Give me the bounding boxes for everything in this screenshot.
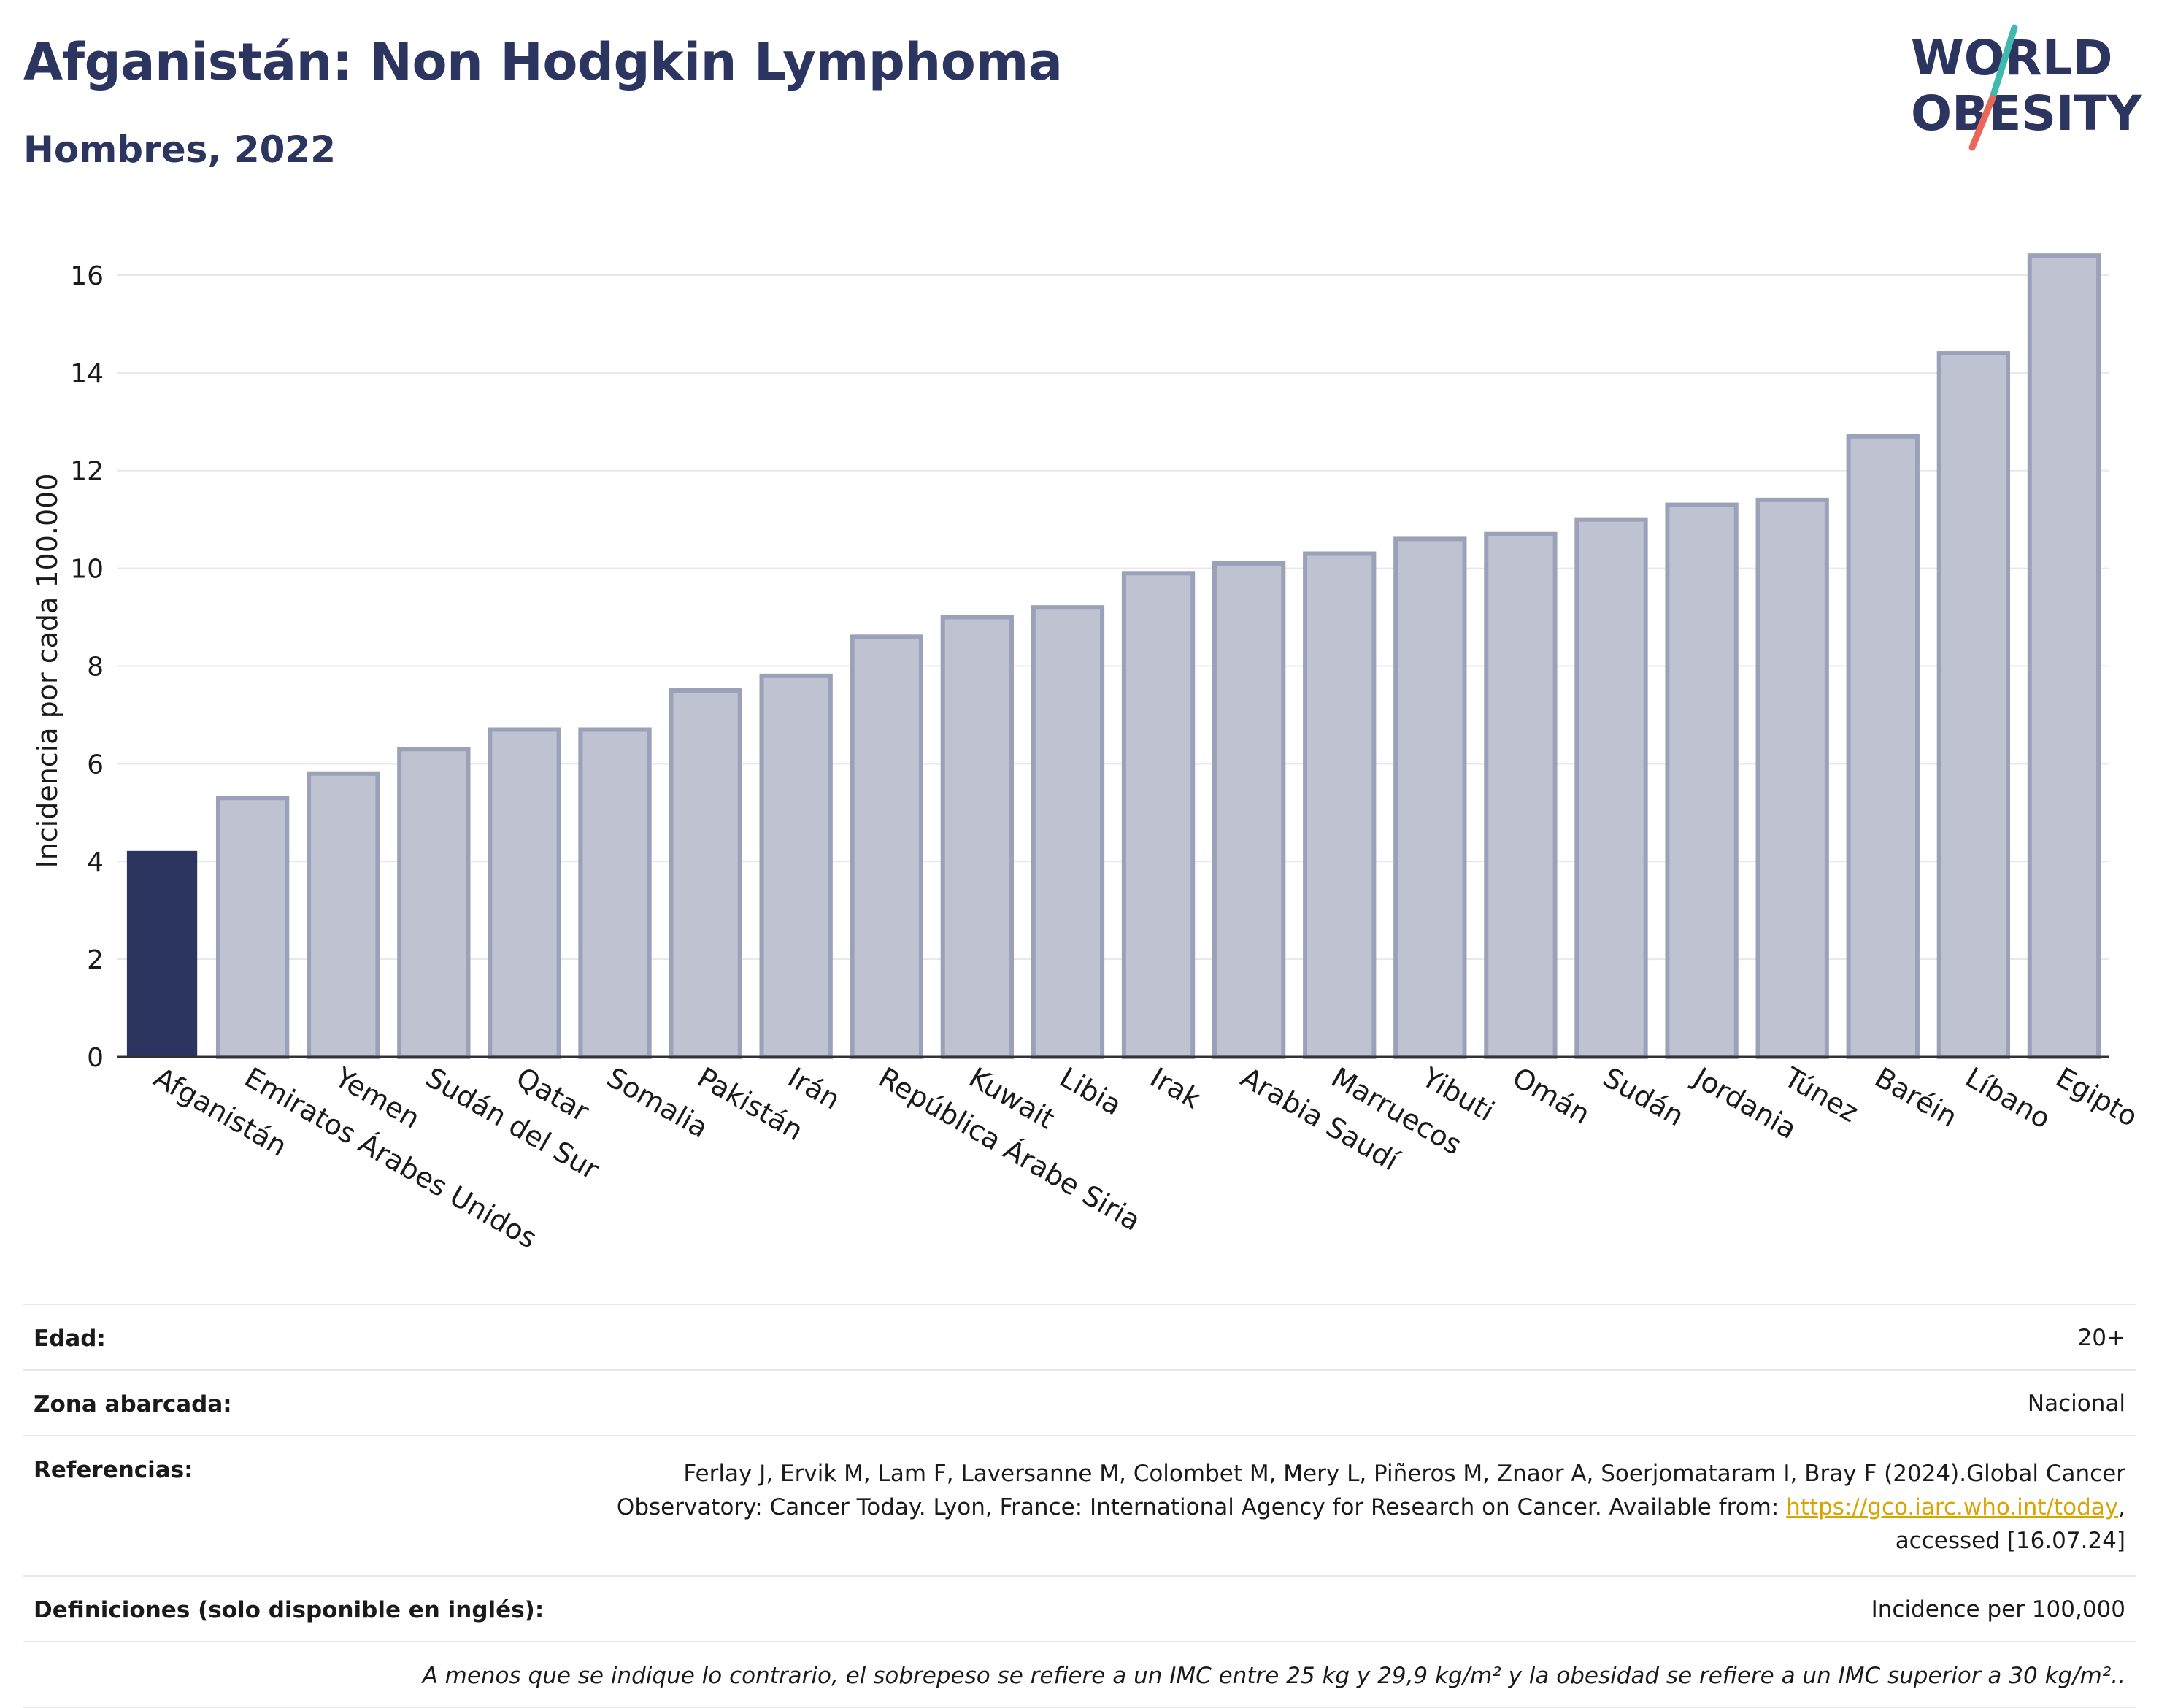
bar-21 — [1936, 351, 2011, 1059]
x-tick-label: Irak — [1145, 1061, 1206, 1115]
area-row: Zona abarcada: Nacional — [23, 1369, 2136, 1435]
note-row: A menos que se indique lo contrario, el … — [23, 1641, 2136, 1708]
definitions-row: Definiciones (solo disponible en inglés)… — [23, 1575, 2136, 1641]
references-label: Referencias: — [34, 1457, 193, 1483]
y-tick-label: 16 — [70, 261, 104, 291]
x-tick-label: Egipto — [2050, 1061, 2143, 1134]
y-tick-label: 12 — [70, 457, 104, 487]
y-tick-label: 4 — [87, 847, 104, 877]
age-label: Edad: — [34, 1326, 106, 1352]
bar-3 — [307, 771, 380, 1059]
references-line2-end: , — [2118, 1494, 2125, 1520]
area-value: Nacional — [2027, 1390, 2125, 1417]
footnote: A menos que se indique lo contrario, el … — [422, 1663, 2125, 1689]
x-tick-label: Jordania — [1687, 1061, 1802, 1145]
references-link[interactable]: https://gco.iarc.who.int/today — [1786, 1494, 2119, 1520]
y-tick-labels: 0 2 4 6 8 10 12 14 16 — [70, 261, 104, 1073]
bar-22 — [2027, 253, 2101, 1060]
bar-1 — [126, 850, 198, 1058]
x-tick-label: Somalia — [601, 1061, 714, 1145]
bar-4 — [397, 747, 471, 1059]
y-tick-label: 14 — [70, 359, 104, 389]
area-label: Zona abarcada: — [34, 1391, 232, 1417]
logo-line2: OBESITY — [1911, 85, 2143, 142]
bar-17 — [1574, 517, 1648, 1060]
chart-subtitle: Hombres, 2022 — [23, 128, 336, 171]
bar-9 — [850, 634, 923, 1059]
age-row: Edad: 20+ — [23, 1304, 2136, 1369]
references-line1: Ferlay J, Ervik M, Lam F, Laversanne M, … — [683, 1461, 2125, 1487]
bar-15 — [1393, 536, 1467, 1059]
bars — [126, 253, 2101, 1060]
bar-5 — [488, 727, 561, 1060]
logo-slash-teal — [1987, 24, 2018, 106]
metadata-table: Edad: 20+ Zona abarcada: Nacional Refere… — [23, 1304, 2136, 1708]
y-tick-label: 10 — [70, 555, 104, 585]
world-obesity-logo: WORLD OBESITY — [1911, 24, 2143, 151]
bar-12 — [1121, 571, 1196, 1059]
definitions-label: Definiciones (solo disponible en inglés)… — [34, 1597, 544, 1623]
definitions-value: Incidence per 100,000 — [1871, 1596, 2125, 1623]
y-tick-label: 8 — [87, 652, 104, 682]
y-tick-label: 0 — [87, 1043, 104, 1073]
bar-20 — [1846, 434, 1920, 1059]
bar-14 — [1303, 551, 1377, 1060]
bar-19 — [1755, 497, 1829, 1059]
references-line2: Observatory: Cancer Today. Lyon, France:… — [616, 1494, 1787, 1520]
references-value: Ferlay J, Ervik M, Lam F, Laversanne M, … — [617, 1457, 2125, 1558]
references-row: Referencias: Ferlay J, Ervik M, Lam F, L… — [23, 1435, 2136, 1575]
logo-slash-coral — [1969, 94, 1996, 151]
x-tick-label: Baréin — [1869, 1061, 1963, 1134]
y-tick-label: 2 — [87, 945, 104, 975]
bar-10 — [940, 615, 1015, 1059]
y-tick-label: 6 — [87, 750, 104, 780]
bar-6 — [578, 727, 652, 1060]
references-line3: accessed [16.07.24] — [1895, 1528, 2125, 1554]
bar-2 — [215, 796, 290, 1060]
bar-11 — [1031, 605, 1105, 1059]
y-axis-label: Incidencia por cada 100.000 — [31, 473, 64, 868]
x-tick-label: Líbano — [1960, 1061, 2056, 1135]
chart-title: Afganistán: Non Hodgkin Lymphoma — [23, 32, 1063, 92]
x-tick-label: Irán — [782, 1061, 845, 1116]
bar-7 — [669, 688, 742, 1059]
bar-13 — [1212, 561, 1286, 1059]
x-tick-label: Sudán — [1598, 1061, 1690, 1133]
bar-8 — [759, 673, 833, 1059]
x-tick-label: Libia — [1054, 1061, 1127, 1122]
bar-18 — [1665, 502, 1739, 1059]
x-tick-label: Omán — [1507, 1061, 1596, 1131]
age-value: 20+ — [2077, 1325, 2125, 1351]
bar-16 — [1484, 531, 1558, 1059]
